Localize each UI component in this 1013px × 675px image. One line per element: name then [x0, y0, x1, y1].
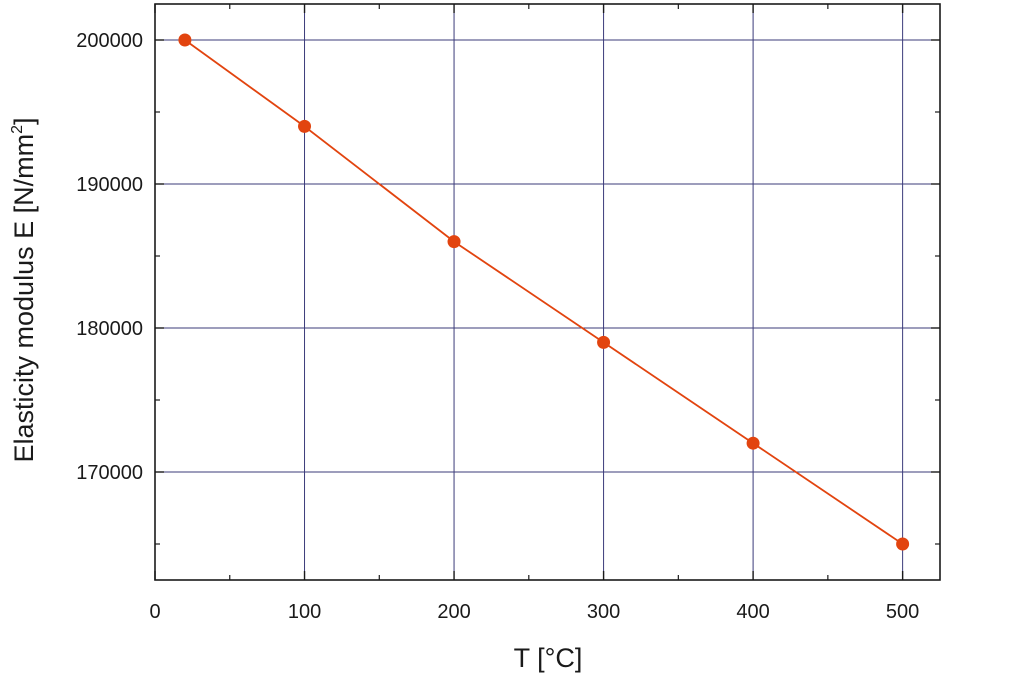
tick-labels: 0 100 200 300 400 500 170000 180000 190000 200000 [76, 30, 919, 623]
data-series [178, 33, 910, 551]
x-axis-title: T [°C] [514, 643, 583, 673]
axis-ticks [154, 4, 940, 580]
y-axis-title-main: Elasticity modulus E [N/mm [9, 134, 39, 463]
y-axis-title-end: ] [9, 118, 39, 126]
grid-lines [155, 4, 940, 580]
data-point [896, 537, 910, 551]
data-point [178, 33, 192, 47]
y-tick-label: 190000 [76, 174, 143, 196]
data-point [298, 119, 312, 133]
y-tick-label: 170000 [76, 462, 143, 484]
x-tick-label: 500 [886, 601, 919, 623]
x-tick-label: 400 [736, 601, 769, 623]
y-axis-title-superscript: 2 [9, 125, 26, 134]
x-tick-label: 0 [149, 601, 160, 623]
data-point [597, 335, 611, 349]
x-tick-label: 200 [437, 601, 470, 623]
data-point [746, 436, 760, 450]
data-point [447, 235, 461, 249]
y-tick-label: 180000 [76, 318, 143, 340]
y-axis-title: Elasticity modulus E [N/mm2] [9, 118, 39, 463]
y-tick-label: 200000 [76, 30, 143, 52]
x-tick-label: 300 [587, 601, 620, 623]
series-line [184, 39, 904, 545]
x-tick-label: 100 [288, 601, 321, 623]
plot-frame [154, 3, 941, 581]
